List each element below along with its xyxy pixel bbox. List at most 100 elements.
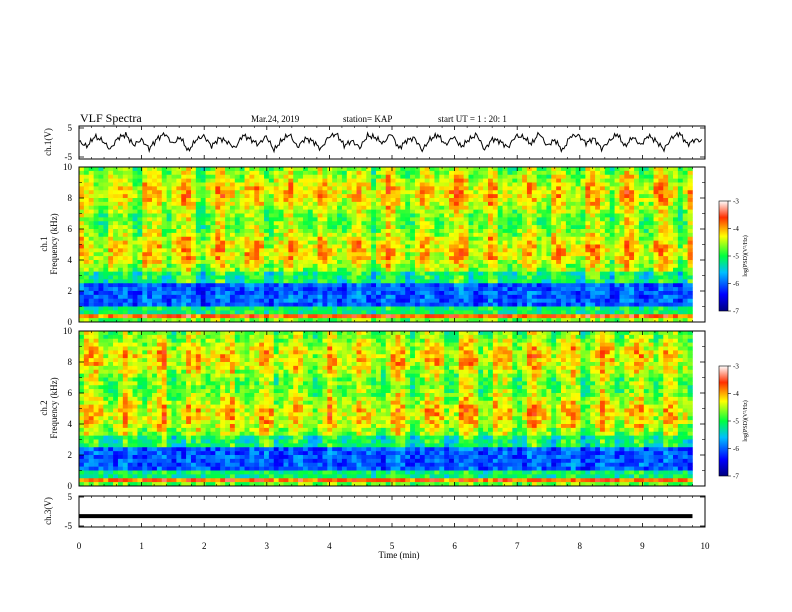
spectrogram-cell xyxy=(361,291,367,296)
spectrogram-cell xyxy=(249,244,255,249)
spectrogram-cell xyxy=(614,271,620,276)
spectrogram-cell xyxy=(410,232,416,238)
spectrogram-cell xyxy=(619,283,625,288)
spectrogram-cell xyxy=(181,252,187,257)
spectrogram-cell xyxy=(93,174,99,179)
spectrogram-cell xyxy=(190,314,197,319)
spectrogram-cell xyxy=(171,279,177,284)
spectrogram-cell xyxy=(156,190,163,195)
spectrogram-cell xyxy=(492,287,499,292)
spectrogram-cell xyxy=(599,294,606,300)
spectrogram-cell xyxy=(629,263,635,269)
spectrogram-cell xyxy=(458,240,464,245)
spectrogram-cell xyxy=(273,229,279,234)
spectrogram-cell xyxy=(166,314,172,319)
spectrogram-cell xyxy=(619,209,625,214)
spectrogram-cell xyxy=(473,256,479,261)
spectrogram-cell xyxy=(288,186,294,191)
spectrogram-cell xyxy=(395,271,401,276)
spectrogram-cell xyxy=(190,287,197,292)
spectrogram-cell xyxy=(322,232,328,238)
spectrogram-cell xyxy=(98,232,104,238)
spectrogram-cell xyxy=(624,221,630,226)
spectrogram-cell xyxy=(181,310,187,315)
spectrogram-cell xyxy=(492,174,499,179)
spectrogram-cell xyxy=(147,194,153,199)
spectrogram-cell xyxy=(453,256,460,261)
spectrogram-cell xyxy=(590,314,596,319)
spectrogram-cell xyxy=(478,198,484,203)
spectrogram-cell xyxy=(366,217,372,222)
spectrogram-cell xyxy=(439,240,445,245)
spectrogram-cell xyxy=(658,260,664,265)
spectrogram-cell xyxy=(239,275,245,280)
spectrogram-cell xyxy=(166,221,172,226)
spectrogram-cell xyxy=(682,213,688,218)
spectrogram-cell xyxy=(444,252,450,257)
spectrogram-cell xyxy=(575,279,581,284)
spectrogram-cell xyxy=(337,167,343,172)
spectrogram-cell xyxy=(278,217,284,222)
spectrogram-cell xyxy=(444,170,450,176)
spectrogram-cell xyxy=(171,178,177,183)
spectrogram-cell xyxy=(264,283,270,288)
spectrogram-cell xyxy=(663,256,669,261)
spectrogram-cell xyxy=(337,178,343,183)
spectrogram-cell xyxy=(332,236,338,241)
spectrogram-cell xyxy=(113,252,119,257)
spectrogram-cell xyxy=(190,174,197,179)
spectrogram-cell xyxy=(356,217,362,222)
spectrogram-cell xyxy=(259,302,265,307)
spectrogram-cell xyxy=(283,279,289,284)
spectrogram-cell xyxy=(142,194,148,199)
spectrogram-cell xyxy=(79,302,85,307)
spectrogram-cell xyxy=(371,298,377,303)
spectrogram-cell xyxy=(122,263,128,269)
spectrogram-cell xyxy=(176,232,182,238)
spectrogram-cell xyxy=(531,221,537,226)
spectrogram-cell xyxy=(424,209,430,214)
spectrogram-cell xyxy=(264,310,270,315)
spectrogram-cell xyxy=(395,225,401,230)
spectrogram-cell xyxy=(278,252,284,257)
spectrogram-cell xyxy=(200,302,206,307)
spectrogram-cell xyxy=(677,217,684,222)
spectrogram-cell xyxy=(380,279,387,284)
spectrogram-cell xyxy=(580,291,586,296)
spectrogram-cell xyxy=(254,263,260,269)
spectrogram-cell xyxy=(458,306,464,311)
spectrogram-cell xyxy=(677,314,684,319)
spectrogram-cell xyxy=(551,294,557,300)
spectrogram-cell xyxy=(405,244,411,249)
spectrogram-cell xyxy=(487,271,494,276)
spectrogram-cell xyxy=(234,205,240,210)
spectrogram-cell xyxy=(83,186,90,191)
spectrogram-cell xyxy=(463,244,469,249)
spectrogram-cell xyxy=(580,279,586,284)
spectrogram-cell xyxy=(449,275,455,280)
spectrogram-cell xyxy=(546,314,552,319)
spectrogram-cell xyxy=(526,190,533,195)
spectrogram-cell xyxy=(122,221,128,226)
spectrogram-cell xyxy=(653,217,659,222)
spectrogram-cell xyxy=(419,205,425,210)
spectrogram-cell xyxy=(468,271,474,276)
spectrogram-cell xyxy=(468,306,474,311)
spectrogram-cell xyxy=(517,213,523,218)
spectrogram-cell xyxy=(229,209,236,214)
spectrogram-cell xyxy=(273,291,279,296)
spectrogram-cell xyxy=(541,256,547,261)
spectrogram-cell xyxy=(668,236,674,241)
spectrogram-cell xyxy=(341,190,348,195)
spectrogram-cell xyxy=(643,186,649,191)
spectrogram-cell xyxy=(648,279,654,284)
spectrogram-cell xyxy=(351,205,357,210)
spectrogram-cell xyxy=(278,170,284,176)
spectrogram-cell xyxy=(478,221,484,226)
spectrogram-cell xyxy=(561,244,567,249)
spectrogram-cell xyxy=(663,302,669,307)
spectrogram-cell xyxy=(400,178,406,183)
spectrogram-cell xyxy=(127,283,133,288)
spectrogram-cell xyxy=(229,221,236,226)
spectrogram-cell xyxy=(677,306,684,311)
